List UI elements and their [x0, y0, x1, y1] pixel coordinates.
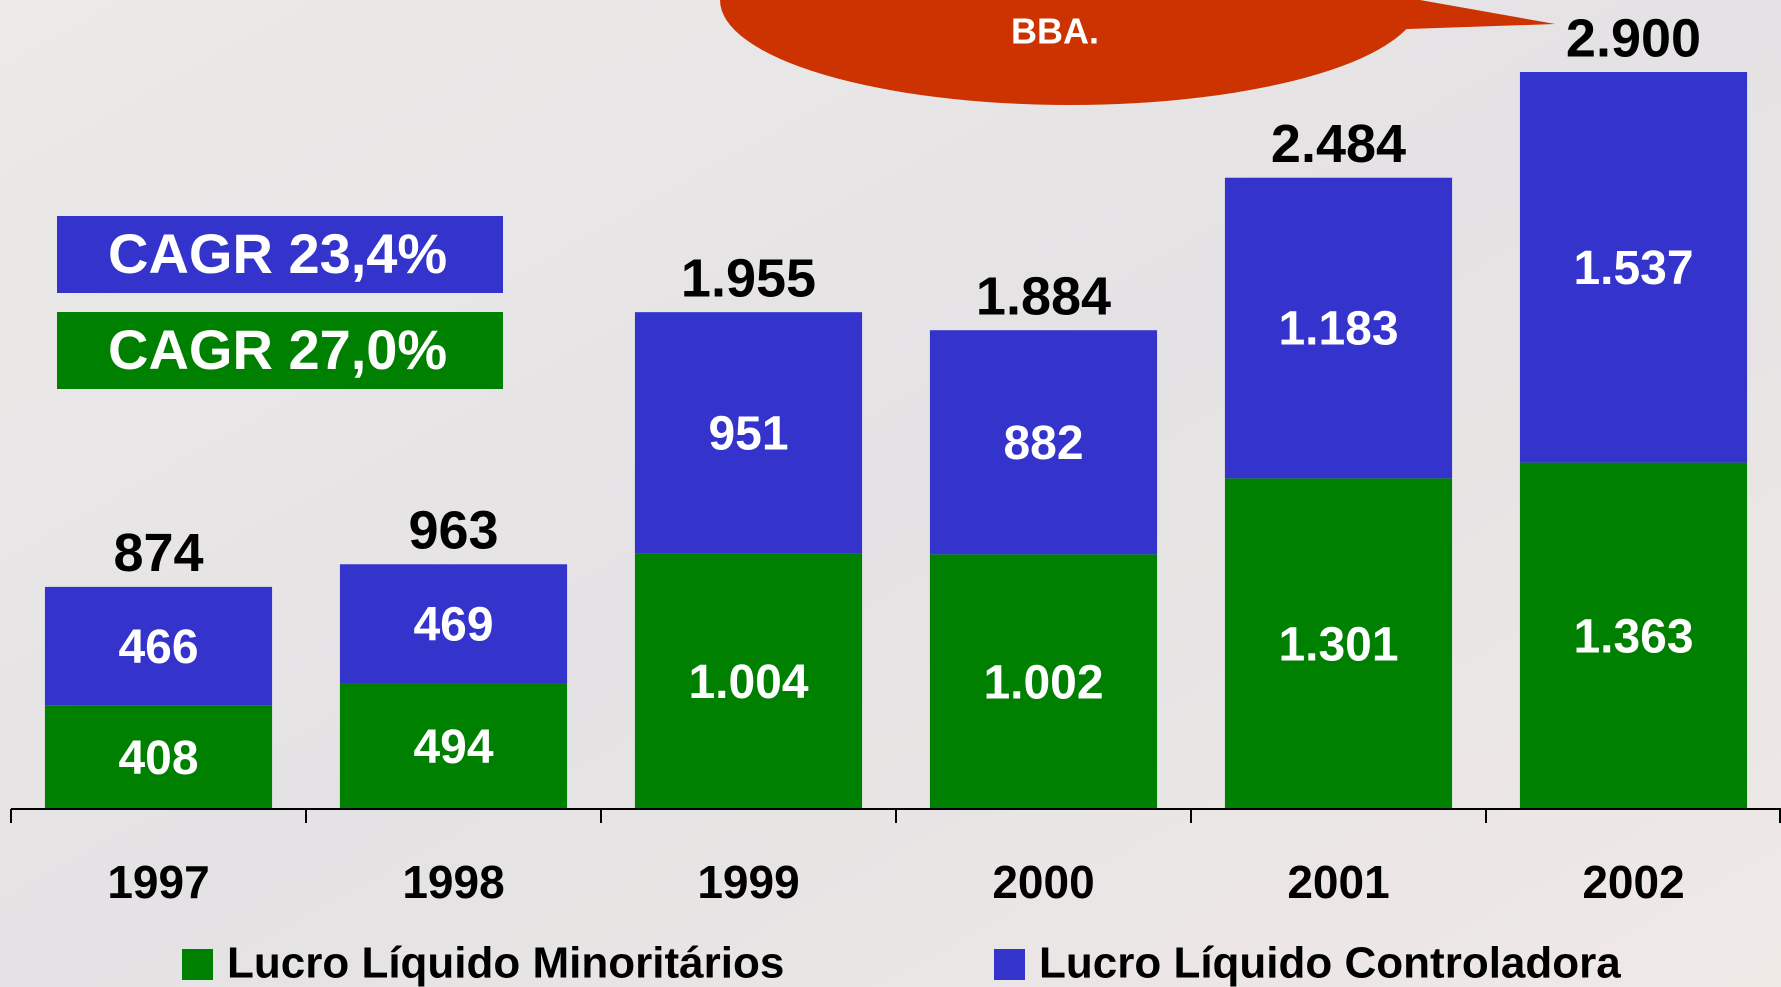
value-label: 1.002 — [983, 656, 1103, 709]
cagr-text: CAGR 27,0% — [108, 318, 447, 381]
bar-segment — [44, 586, 273, 706]
value-label: 1.537 — [1573, 242, 1693, 295]
legend-swatch — [182, 949, 213, 980]
x-tick-label: 2000 — [992, 856, 1094, 908]
cagr-box — [57, 312, 503, 389]
value-label: 494 — [413, 721, 493, 774]
bar-segment — [634, 553, 863, 809]
bar-segment — [1224, 177, 1453, 479]
value-label: 1.301 — [1278, 618, 1398, 671]
cagr-box — [57, 216, 503, 293]
value-label: 1.183 — [1278, 303, 1398, 356]
value-label: 1.363 — [1573, 610, 1693, 663]
bar-segment — [1519, 462, 1748, 809]
total-label: 963 — [408, 501, 498, 561]
total-label: 1.955 — [681, 248, 816, 308]
x-tick-label: 1998 — [402, 856, 504, 908]
bar-segment — [1519, 72, 1748, 463]
value-label: 882 — [1003, 417, 1083, 470]
legend-label: Lucro Líquido Controladora — [1039, 939, 1621, 987]
bar-segment — [1224, 478, 1453, 809]
value-label: 469 — [413, 599, 493, 652]
value-label: 1.004 — [688, 656, 808, 709]
total-label: 2.484 — [1271, 114, 1406, 174]
bar-segment — [929, 330, 1158, 555]
total-label: 874 — [113, 523, 203, 583]
x-tick-label: 2002 — [1582, 856, 1684, 908]
value-label: 466 — [118, 621, 198, 674]
bar-segment — [634, 312, 863, 554]
bar-segment — [929, 554, 1158, 809]
total-label: 1.884 — [976, 266, 1111, 326]
bar-segment — [44, 705, 273, 809]
x-tick-label: 1999 — [697, 856, 799, 908]
value-label: 951 — [708, 408, 788, 461]
callout-tail — [1380, 0, 1555, 30]
x-tick-label: 2001 — [1287, 856, 1389, 908]
x-tick-label: 1997 — [107, 856, 209, 908]
bar-segment — [339, 683, 568, 809]
callout-text: BBA. — [1011, 11, 1099, 52]
legend-swatch — [994, 949, 1025, 980]
bar-segment — [339, 564, 568, 684]
legend-label: Lucro Líquido Minoritários — [227, 939, 784, 987]
value-label: 408 — [118, 732, 198, 785]
total-label: 2.900 — [1566, 8, 1701, 68]
callout — [720, 0, 1420, 105]
cagr-text: CAGR 23,4% — [108, 222, 447, 285]
